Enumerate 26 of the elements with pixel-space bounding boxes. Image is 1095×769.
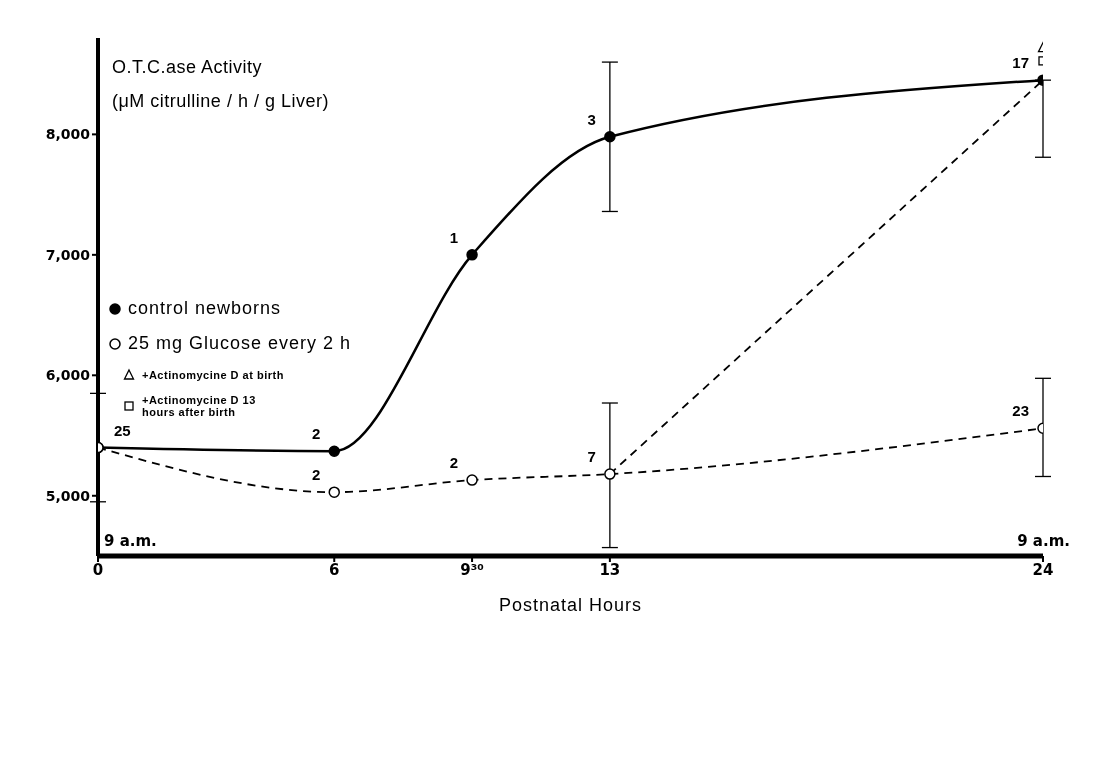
annotation: 25 <box>114 421 131 439</box>
annotation: 2 <box>311 466 321 484</box>
annotation: 7 <box>587 448 596 466</box>
y-tick-label: 7,000 <box>45 246 91 263</box>
x-tick-label: 24 <box>1032 560 1054 579</box>
annotation: 2 <box>449 454 459 472</box>
x-tick-label: 6 <box>329 560 340 579</box>
x-tick-label: 0 <box>92 560 104 579</box>
x-axis-title: Postnatal Hours <box>498 595 643 615</box>
annotation: 3 <box>587 110 596 128</box>
y-tick-label: 8,000 <box>45 126 91 143</box>
annotation: 2 <box>311 425 321 443</box>
x-tick-label: 9³⁰ <box>460 560 484 579</box>
annotation: 17 <box>1012 54 1029 72</box>
x-tick-label: 13 <box>599 560 621 579</box>
y-tick-label: 5,000 <box>45 487 91 504</box>
y-tick-label: 6,000 <box>45 367 91 384</box>
annotation: 9 a.m. <box>1017 532 1070 550</box>
legend-label: +Actinomycine D at birth <box>142 369 284 381</box>
annotation: 9 a.m. <box>104 532 157 550</box>
legend-label: control newborns <box>128 298 282 319</box>
legend-label: +Actinomycine D 13 hours after birth <box>142 394 257 418</box>
annotation: 23 <box>1012 402 1029 420</box>
y-axis-title: O.T.C.ase Activity (μM citrulline / h / g Liver) <box>112 56 329 113</box>
legend-label: 25 mg Glucose every 2 h <box>128 333 352 354</box>
annotation: 1 <box>449 228 459 246</box>
